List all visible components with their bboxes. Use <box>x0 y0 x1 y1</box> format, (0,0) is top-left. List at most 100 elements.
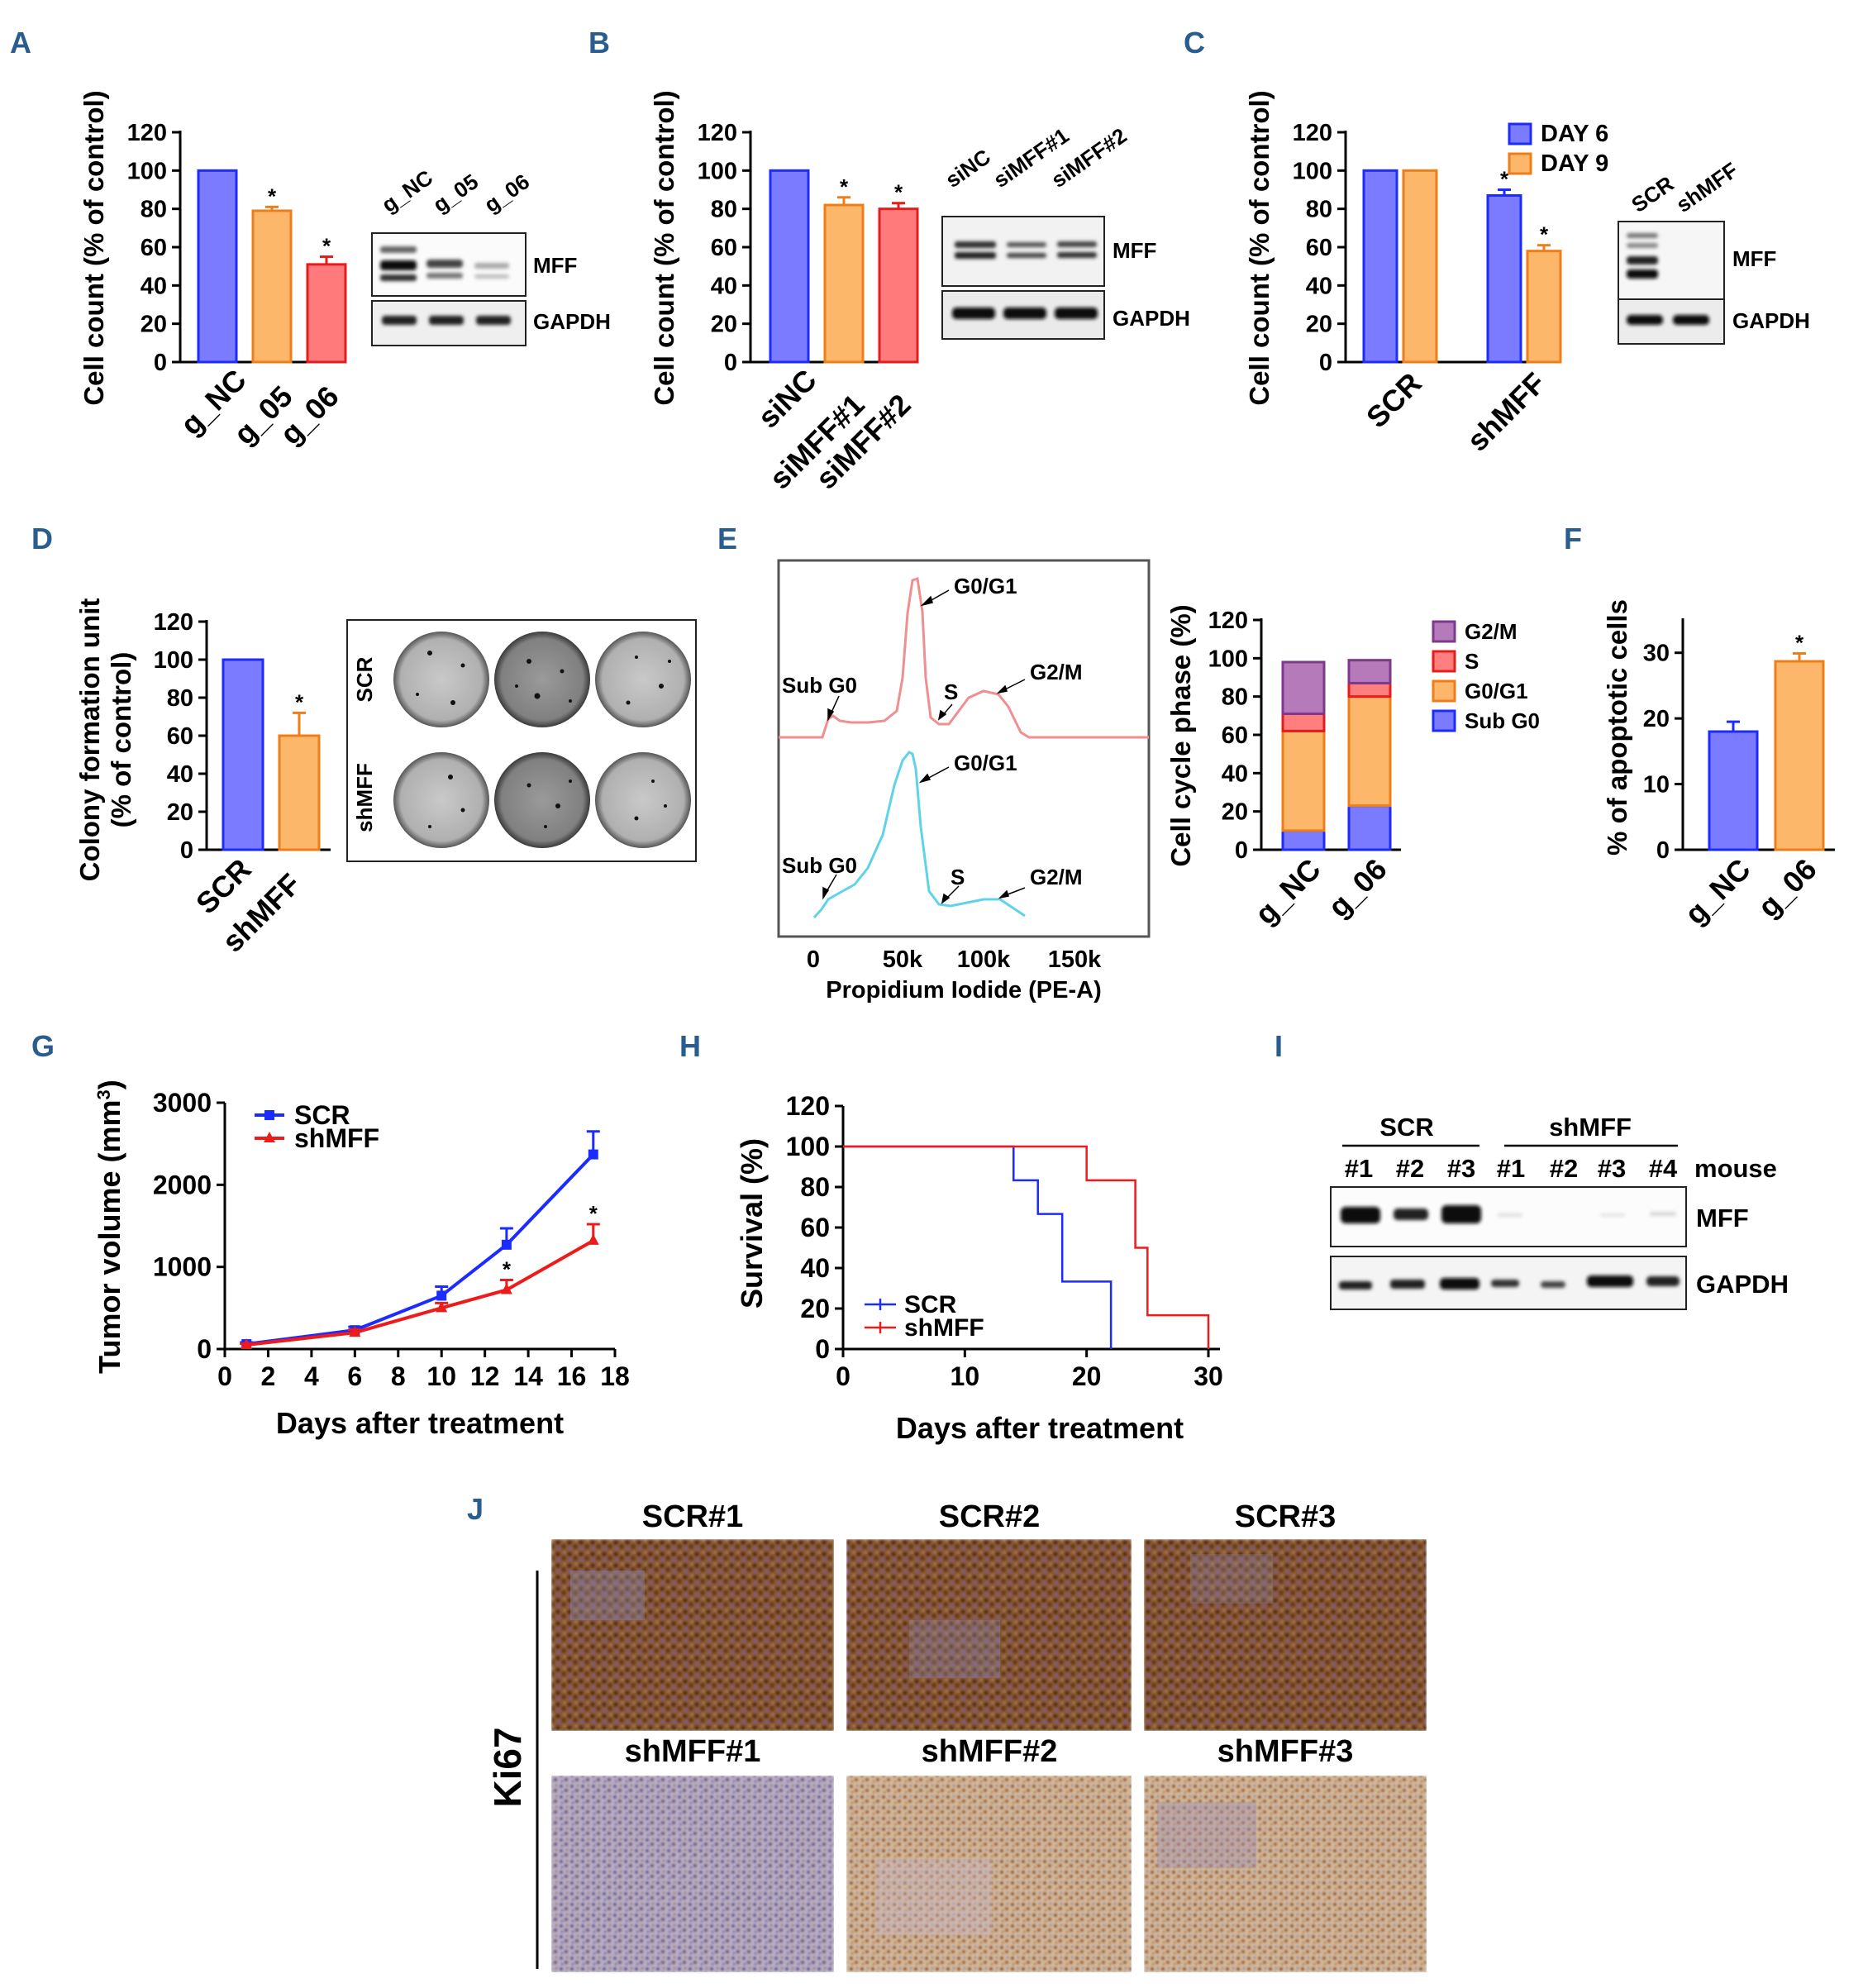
colony-plate <box>494 752 590 848</box>
bar <box>306 263 347 364</box>
ihc-image-scr3 <box>1144 1539 1427 1731</box>
bar <box>1526 250 1562 364</box>
y-tick-label: 40 <box>800 1253 830 1283</box>
x-tick-label: 0 <box>217 1361 232 1391</box>
blot-bands <box>382 316 511 325</box>
y-tick-label: 60 <box>711 235 737 261</box>
x-tick-label: 16 <box>557 1361 587 1391</box>
y-tick-label: 20 <box>1306 312 1332 338</box>
blot-membrane-mff <box>941 216 1105 287</box>
y-axis-title: Survival (%) <box>735 1138 769 1309</box>
y-tick-label: 100 <box>786 1132 830 1161</box>
x-axis-title: Days after treatment <box>276 1406 564 1440</box>
y-tick-label: 120 <box>786 1091 830 1121</box>
blot-bands <box>955 241 1097 259</box>
stacked-bar-segment <box>1281 729 1326 832</box>
x-tick-label: 14 <box>513 1361 543 1391</box>
ihc-image-label: shMFF#2 <box>922 1734 1058 1769</box>
blot-row-label-gapdh: GAPDH <box>1113 306 1190 331</box>
blot-lane-label: siNC <box>941 144 995 193</box>
histogram-curve-gnc <box>779 577 1149 739</box>
y-tick-label: 0 <box>724 350 737 376</box>
y-axis-title: Cell cycle phase (%) <box>1165 604 1196 866</box>
hist-label-subg0: Sub G0 <box>782 853 857 878</box>
chart-f-apoptosis: 0 10 20 30 % of apoptotic cells * g_NCg_06 <box>1602 599 1835 931</box>
blot-lane-label: shMFF <box>1671 157 1742 217</box>
ihc-image-label: SCR#3 <box>1235 1499 1336 1534</box>
y-axis-title: Cell count (% of control) <box>1244 90 1275 405</box>
y-tick-label: 80 <box>1222 684 1248 711</box>
bar <box>278 734 321 851</box>
blot-row-label-mff: MFF <box>1732 246 1776 271</box>
blot-lane-label: #3 <box>1598 1154 1626 1183</box>
colony-plate <box>595 632 691 727</box>
hist-xtick: 0 <box>807 946 820 973</box>
ihc-image-shmff2 <box>846 1776 1132 1972</box>
legend-swatch <box>1432 679 1456 703</box>
stacked-bar-segment <box>1347 681 1392 698</box>
blot-lane-caption: mouse <box>1694 1154 1777 1183</box>
legend-swatch <box>1432 709 1456 732</box>
chart-b-cell-count: 0 20 40 60 80 100 120 Cell count (% of control)… <box>649 90 919 496</box>
significance-star: * <box>268 184 277 208</box>
panel-label-B: B <box>588 26 610 60</box>
significance-star: * <box>322 234 331 259</box>
y-tick-label: 0 <box>815 1334 830 1364</box>
colony-plate <box>393 752 489 848</box>
colony-plate <box>595 752 691 848</box>
blot-lane-label: #1 <box>1497 1154 1525 1183</box>
x-tick-label: 20 <box>1072 1361 1102 1391</box>
blot-lane-label: #1 <box>1345 1154 1373 1183</box>
panel-label-D: D <box>31 522 53 555</box>
y-tick-label: 120 <box>127 120 167 146</box>
blot-row-label-mff: MFF <box>1696 1204 1749 1232</box>
bar <box>1708 730 1759 851</box>
data-point <box>588 1149 598 1160</box>
ihc-image-scr2 <box>846 1539 1132 1731</box>
y-tick-label: 80 <box>800 1172 830 1202</box>
ihc-image-label: SCR#2 <box>939 1499 1041 1534</box>
ihc-image-label: shMFF#3 <box>1217 1734 1354 1769</box>
legend-label: DAY 6 <box>1541 121 1608 147</box>
y-tick-label: 100 <box>1293 158 1332 184</box>
blot-bands <box>1627 315 1709 325</box>
western-blot-c: SCR shMFF MFF GAPDH <box>1618 157 1810 345</box>
ihc-image-label: SCR#1 <box>642 1499 744 1534</box>
y-tick-label: 20 <box>141 312 167 338</box>
y-tick-label: 0 <box>154 350 167 376</box>
y-axis-title: Cell count (% of control) <box>79 90 109 405</box>
y-tick-label: 0 <box>1235 837 1248 864</box>
y-tick-label: 60 <box>800 1213 830 1242</box>
data-point <box>241 1338 253 1350</box>
series-line <box>245 1239 594 1347</box>
bar <box>197 169 238 364</box>
significance-star: * <box>1795 631 1804 656</box>
panel-label-J: J <box>467 1492 484 1526</box>
significance-star: * <box>894 180 903 205</box>
significance-star: * <box>503 1257 512 1282</box>
panel-label-E: E <box>717 522 737 555</box>
hist-label-s: S <box>951 865 965 889</box>
y-tick-label: 30 <box>1643 641 1670 667</box>
blot-row-label-mff: MFF <box>533 253 577 278</box>
legend-marker <box>264 1110 274 1120</box>
y-tick-label: 20 <box>800 1294 830 1323</box>
legend-label: Sub G0 <box>1465 708 1540 733</box>
plate-row-label-scr: SCR <box>352 656 377 702</box>
y-tick-label: 60 <box>1306 235 1332 261</box>
hist-xtick: 150k <box>1048 946 1102 973</box>
y-tick-label: 1000 <box>153 1252 212 1282</box>
y-axis-title: Tumor volume (mm3) <box>93 1080 126 1374</box>
x-tick-label: 30 <box>1194 1361 1223 1391</box>
blot-row-label-gapdh: GAPDH <box>1696 1270 1789 1299</box>
y-tick-label: 0 <box>1656 837 1670 864</box>
ihc-image-scr1 <box>551 1539 834 1731</box>
colony-plate <box>494 632 590 727</box>
hist-xtick: 100k <box>957 946 1011 973</box>
x-tick-label: 6 <box>347 1361 362 1391</box>
blot-lane-label: g_06 <box>479 169 534 217</box>
blot-row-label-gapdh: GAPDH <box>1732 308 1810 333</box>
x-tick-label: 12 <box>470 1361 500 1391</box>
legend-swatch <box>1508 152 1532 175</box>
